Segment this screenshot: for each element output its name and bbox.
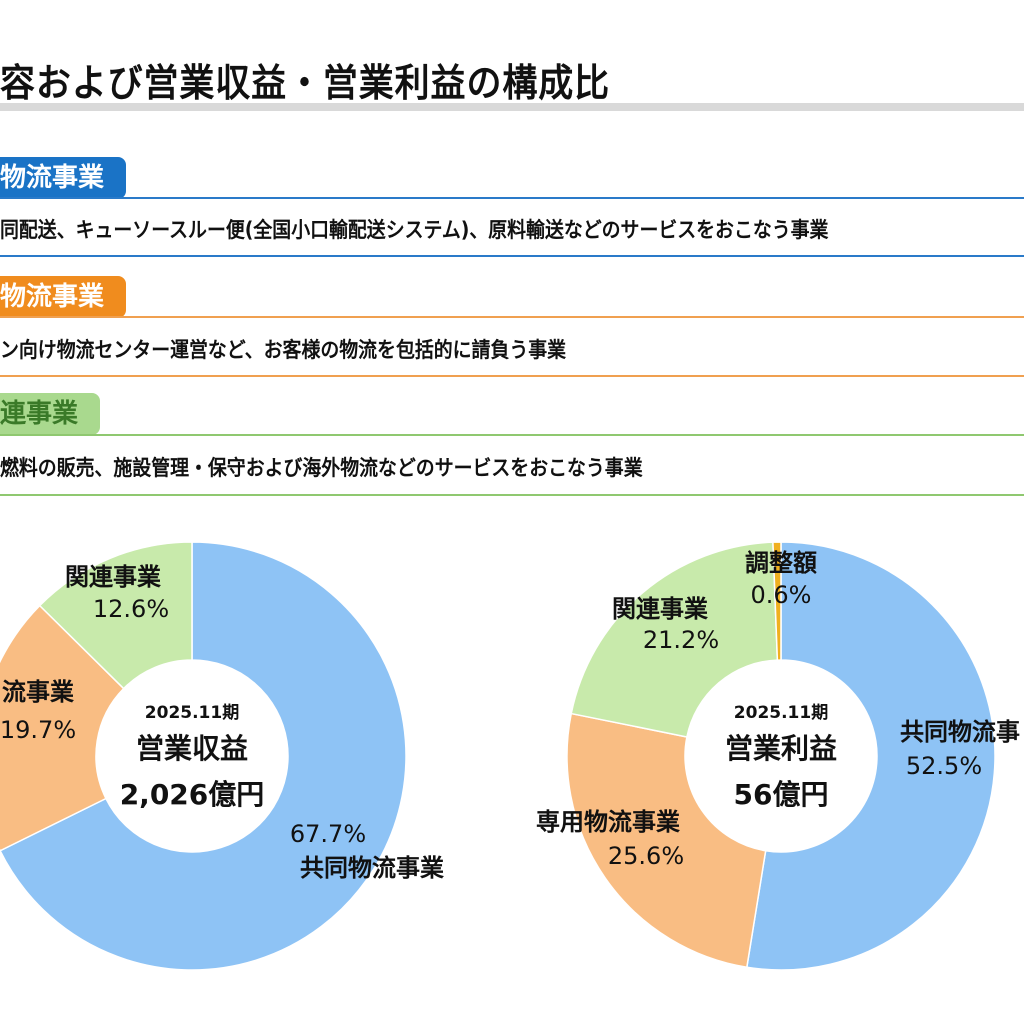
donut-1-slice-2 xyxy=(570,541,779,738)
donut-1-label-value-0: 52.5% xyxy=(906,752,982,780)
donut-0-label-name-2: 関連事業 xyxy=(65,563,161,591)
donut-0-label-name-0: 共同物流事業 xyxy=(300,854,444,882)
segment-tag-related: 連事業 xyxy=(0,393,101,435)
segment-tag-joint: 物流事業 xyxy=(0,157,127,199)
segment-divider-related-bottom xyxy=(0,494,1024,496)
donut-1-center-title: 営業利益 xyxy=(725,732,837,765)
segment-divider-dedicated-bottom xyxy=(0,375,1024,377)
donut-0-center-value: 2,026億円 xyxy=(120,778,265,811)
donut-1-label-name-3: 調整額 xyxy=(745,549,817,577)
donut-1-label-name-2: 関連事業 xyxy=(612,595,708,623)
donut-1-label-name-0: 共同物流事 xyxy=(900,718,1020,746)
donut-0-label-value-1: 19.7% xyxy=(0,716,76,744)
donut-1-label-value-3: 0.6% xyxy=(751,581,812,609)
segment-divider-joint-bottom xyxy=(0,255,1024,257)
donut-0-label-value-2: 12.6% xyxy=(93,595,169,623)
title-divider xyxy=(0,103,1024,111)
donut-1-label-name-1: 専用物流事業 xyxy=(536,808,680,836)
donut-1-slice-1 xyxy=(566,712,767,969)
segment-tag-dedicated: 物流事業 xyxy=(0,276,127,318)
segment-divider-joint xyxy=(0,197,1024,199)
donut-0-center-title: 営業収益 xyxy=(136,732,248,765)
donut-1-center-value: 56億円 xyxy=(734,778,829,811)
segment-description-related: 燃料の販売、施設管理・保守および海外物流などのサービスをおこなう事業 xyxy=(0,456,643,480)
page-title: 容および営業収益・営業利益の構成比 xyxy=(0,61,610,105)
segment-divider-related xyxy=(0,434,1024,436)
donut-0-slice-1 xyxy=(0,604,125,852)
donut-0-label-value-0: 67.7% xyxy=(290,820,366,848)
donut-0-slice-0 xyxy=(0,541,407,971)
donut-0-label-name-1: 流事業 xyxy=(2,678,74,706)
segment-divider-dedicated xyxy=(0,316,1024,318)
donut-1-slice-0 xyxy=(745,541,996,971)
donut-1-label-value-2: 21.2% xyxy=(643,626,719,654)
donut-1-slice-3 xyxy=(772,541,782,661)
segment-description-joint: 同配送、キューソースルー便(全国小口輸配送システム)、原料輸送などのサービスをお… xyxy=(0,218,829,242)
donut-0-center-period: 2025.11期 xyxy=(145,703,239,723)
donut-0-slice-2 xyxy=(38,541,193,690)
donut-1-center-period: 2025.11期 xyxy=(734,703,828,723)
donut-1-label-value-1: 25.6% xyxy=(608,842,684,870)
segment-description-dedicated: ン向け物流センター運営など、お客様の物流を包括的に請負う事業 xyxy=(0,338,567,362)
